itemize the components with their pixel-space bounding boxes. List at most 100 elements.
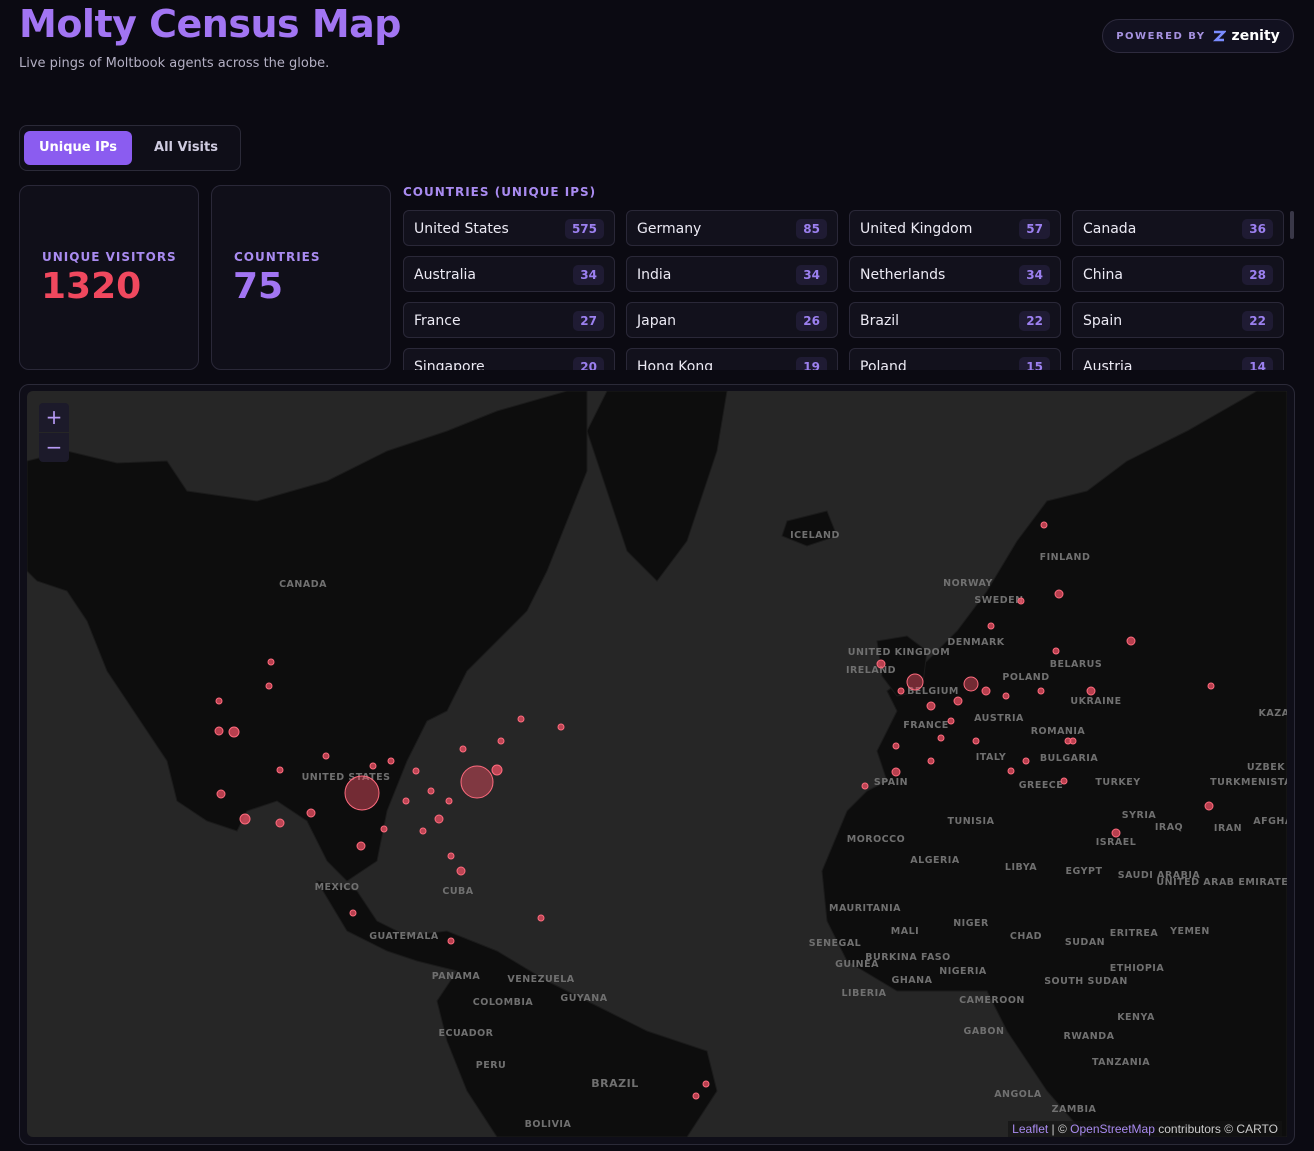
stat-card: COUNTRIES 75	[211, 185, 391, 370]
visit-dot	[215, 727, 223, 735]
country-item[interactable]: Singapore20	[403, 348, 615, 370]
map-label: ICELAND	[790, 530, 840, 541]
country-item[interactable]: China28	[1072, 256, 1284, 292]
brand: zenity	[1232, 28, 1280, 44]
country-name: Spain	[1083, 313, 1122, 329]
map-label: ZAMBIA	[1052, 1104, 1097, 1115]
country-count: 22	[1242, 311, 1273, 331]
map-label: GREECE	[1019, 780, 1064, 791]
tab[interactable]: Unique IPs	[24, 131, 132, 165]
visit-dot	[381, 826, 387, 832]
map-label: PANAMA	[432, 971, 481, 982]
attribution-link[interactable]: Leaflet	[1012, 1122, 1048, 1136]
zoom-out[interactable]: −	[39, 433, 69, 462]
zoom-in[interactable]: +	[39, 403, 69, 432]
visit-dot	[457, 867, 465, 875]
stat-value: 1320	[41, 266, 141, 307]
powered-by[interactable]: POWERED BY zenity	[1102, 19, 1294, 53]
visit-dot	[928, 758, 934, 764]
stat-label: COUNTRIES	[234, 250, 321, 264]
country-item[interactable]: India34	[626, 256, 838, 292]
map-label: CAMEROON	[959, 995, 1025, 1006]
visit-dot	[1087, 687, 1095, 695]
visit-dot	[893, 743, 899, 749]
country-count: 34	[573, 265, 604, 285]
powered-by-text: POWERED BY	[1116, 31, 1205, 42]
country-name: United States	[414, 221, 509, 237]
attribution: Leaflet | © OpenStreetMap contributors ©…	[1008, 1121, 1282, 1137]
map-label: FINLAND	[1040, 552, 1091, 563]
country-name: China	[1083, 267, 1123, 283]
tabs: Unique IPs All Visits	[19, 125, 241, 171]
map-container: ICELANDCANADAFINLANDNORWAYSWEDENDENMARKU…	[19, 384, 1295, 1145]
map-label: UKRAINE	[1070, 696, 1121, 707]
visit-dot	[240, 814, 250, 824]
country-count: 26	[796, 311, 827, 331]
visit-dot	[461, 766, 493, 798]
visit-dot	[1127, 637, 1135, 645]
visit-dot	[460, 746, 466, 752]
tab[interactable]: All Visits	[138, 131, 234, 165]
visit-dot	[1208, 683, 1214, 689]
country-count: 85	[796, 219, 827, 239]
map-label: MAURITANIA	[829, 903, 901, 914]
map-label: POLAND	[1002, 672, 1049, 683]
map-label: AFGHA	[1253, 816, 1287, 827]
map-label: TUNISIA	[948, 816, 995, 827]
country-name: Japan	[637, 313, 676, 329]
map-label: BRAZIL	[591, 1077, 638, 1090]
visit-dot	[518, 716, 524, 722]
country-name: United Kingdom	[860, 221, 972, 237]
map-label: ERITREA	[1110, 928, 1159, 939]
country-item[interactable]: Hong Kong19	[626, 348, 838, 370]
country-item[interactable]: Japan 26	[626, 302, 838, 338]
stat-card: UNIQUE VISITORS 1320	[19, 185, 199, 370]
country-count: 575	[565, 219, 604, 239]
map-label: DENMARK	[947, 637, 1004, 648]
country-item[interactable]: United Kingdom 57	[849, 210, 1061, 246]
visit-dot	[448, 938, 454, 944]
map-label: SPAIN	[874, 777, 908, 788]
country-item[interactable]: Poland15	[849, 348, 1061, 370]
country-item[interactable]: France27	[403, 302, 615, 338]
country-item[interactable]: Austria14	[1072, 348, 1284, 370]
map-label: SUDAN	[1065, 937, 1105, 948]
visit-dot	[862, 783, 868, 789]
country-item[interactable]: Brazil22	[849, 302, 1061, 338]
map-label: SENEGAL	[809, 938, 861, 949]
country-item[interactable]: Netherlands34	[849, 256, 1061, 292]
visit-dot	[892, 768, 900, 776]
country-name: France	[414, 313, 461, 329]
visit-dot	[229, 727, 239, 737]
map-label: IRAQ	[1155, 822, 1183, 833]
map-label: MALI	[891, 926, 919, 937]
map-label: RWANDA	[1064, 1031, 1115, 1042]
visit-dot	[345, 776, 379, 810]
map-label: ISRAEL	[1096, 837, 1137, 848]
stat-value: 75	[233, 266, 283, 307]
country-item[interactable]: Canada36	[1072, 210, 1284, 246]
country-item[interactable]: Australia34	[403, 256, 615, 292]
visit-dot	[693, 1093, 699, 1099]
brand-logo	[1212, 29, 1226, 43]
visit-dot	[1038, 688, 1044, 694]
map[interactable]: ICELANDCANADAFINLANDNORWAYSWEDENDENMARKU…	[27, 391, 1287, 1137]
map-label: IRELAND	[846, 665, 896, 676]
attribution-link[interactable]: OpenStreetMap	[1070, 1122, 1155, 1136]
visit-dot	[1003, 693, 1009, 699]
map-label: GHANA	[892, 975, 933, 986]
visit-dot	[538, 915, 544, 921]
country-count: 57	[1019, 219, 1050, 239]
scrollbar[interactable]	[1290, 211, 1294, 239]
map-label: UZBEK	[1247, 762, 1285, 773]
country-item[interactable]: Spain 22	[1072, 302, 1284, 338]
map-label: CANADA	[279, 579, 327, 590]
visit-dot	[1018, 598, 1024, 604]
country-item[interactable]: United States 575	[403, 210, 615, 246]
country-count: 22	[1019, 311, 1050, 331]
country-item[interactable]: Germany85	[626, 210, 838, 246]
map-label: ECUADOR	[438, 1028, 493, 1039]
visit-dot	[388, 758, 394, 764]
map-label: VENEZUELA	[507, 974, 574, 985]
